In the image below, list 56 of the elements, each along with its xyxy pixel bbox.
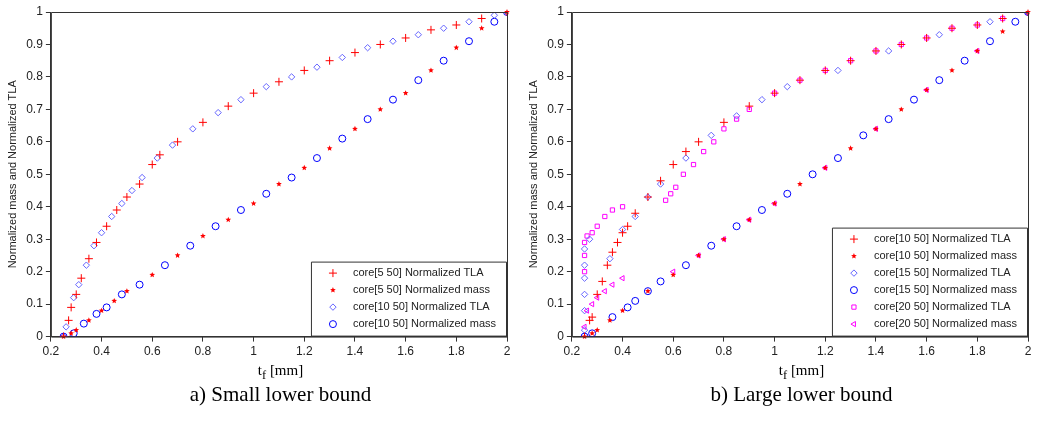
y-tick-label: 1 xyxy=(557,4,565,19)
legend-label: core[10 50] Normalized TLA xyxy=(873,232,1012,245)
x-tick-label: 2 xyxy=(1024,344,1032,359)
y-tick-label: 0.2 xyxy=(26,263,44,278)
x-tick-label: 1.6 xyxy=(918,344,936,359)
y-tick-label: 0.6 xyxy=(547,134,565,149)
y-tick-label: 0.8 xyxy=(26,69,44,84)
x-tick-label: 0.4 xyxy=(614,344,632,359)
legend-label: core[10 50] Normalized TLA xyxy=(352,300,491,313)
y-tick-label: 0.4 xyxy=(547,199,565,214)
y-tick-label: 0.9 xyxy=(547,36,565,51)
y-axis-title: Normalized mass and Normalized TLA xyxy=(5,79,18,269)
x-tick-label: 1.4 xyxy=(346,344,364,359)
y-tick-label: 0.7 xyxy=(26,101,44,116)
legend-label: core[15 50] Normalized TLA xyxy=(873,266,1012,279)
x-tick-label: 0.6 xyxy=(664,344,682,359)
x-tick-label: 1.6 xyxy=(397,344,415,359)
x-axis-title: t$_{f}$ [mm] xyxy=(256,362,305,382)
x-tick-label: 0.6 xyxy=(143,344,161,359)
legend-label: core[20 50] Normalized TLA xyxy=(873,300,1012,313)
y-tick-label: 1 xyxy=(36,4,44,19)
y-tick-label: 0.3 xyxy=(547,231,565,246)
y-tick-label: 0.5 xyxy=(547,166,565,181)
y-tick-label: 0.8 xyxy=(547,69,565,84)
y-tick-label: 0.6 xyxy=(26,134,44,149)
x-tick-label: 2 xyxy=(503,344,511,359)
x-tick-label: 1.2 xyxy=(816,344,834,359)
x-tick-label: 1 xyxy=(771,344,779,359)
y-axis-title: Normalized mass and Normalized TLA xyxy=(526,79,539,269)
y-tick-label: 0.9 xyxy=(26,36,44,51)
x-tick-label: 0.4 xyxy=(93,344,111,359)
legend-label: core[5 50] Normalized TLA xyxy=(352,266,485,279)
x-tick-label: 1.8 xyxy=(447,344,465,359)
x-tick-label: 0.8 xyxy=(194,344,212,359)
x-tick-label: 1.2 xyxy=(295,344,313,359)
y-tick-label: 0.5 xyxy=(26,166,44,181)
y-tick-label: 0 xyxy=(557,328,565,343)
legend-label: core[5 50] Normalized mass xyxy=(352,283,491,296)
legend-label: core[10 50] Normalized mass xyxy=(873,249,1018,262)
y-tick-label: 0.1 xyxy=(547,296,565,311)
y-tick-label: 0.7 xyxy=(547,101,565,116)
y-tick-label: 0.3 xyxy=(26,231,44,246)
x-axis-title: t$_{f}$ [mm] xyxy=(777,362,826,382)
text: b) Large lower bound xyxy=(709,382,894,408)
x-tick-label: 1 xyxy=(250,344,258,359)
text: a) Small lower bound xyxy=(188,382,373,408)
y-tick-label: 0.2 xyxy=(547,263,565,278)
y-tick-label: 0.1 xyxy=(26,296,44,311)
x-tick-label: 0.8 xyxy=(715,344,733,359)
legend-label: core[15 50] Normalized mass xyxy=(873,283,1018,296)
y-tick-label: 0.4 xyxy=(26,199,44,214)
legend-label: core[10 50] Normalized mass xyxy=(352,317,497,330)
x-tick-label: 1.4 xyxy=(867,344,885,359)
x-tick-label: 1.8 xyxy=(968,344,986,359)
legend-label: core[20 50] Normalized mass xyxy=(873,317,1018,330)
y-tick-label: 0 xyxy=(36,328,44,343)
